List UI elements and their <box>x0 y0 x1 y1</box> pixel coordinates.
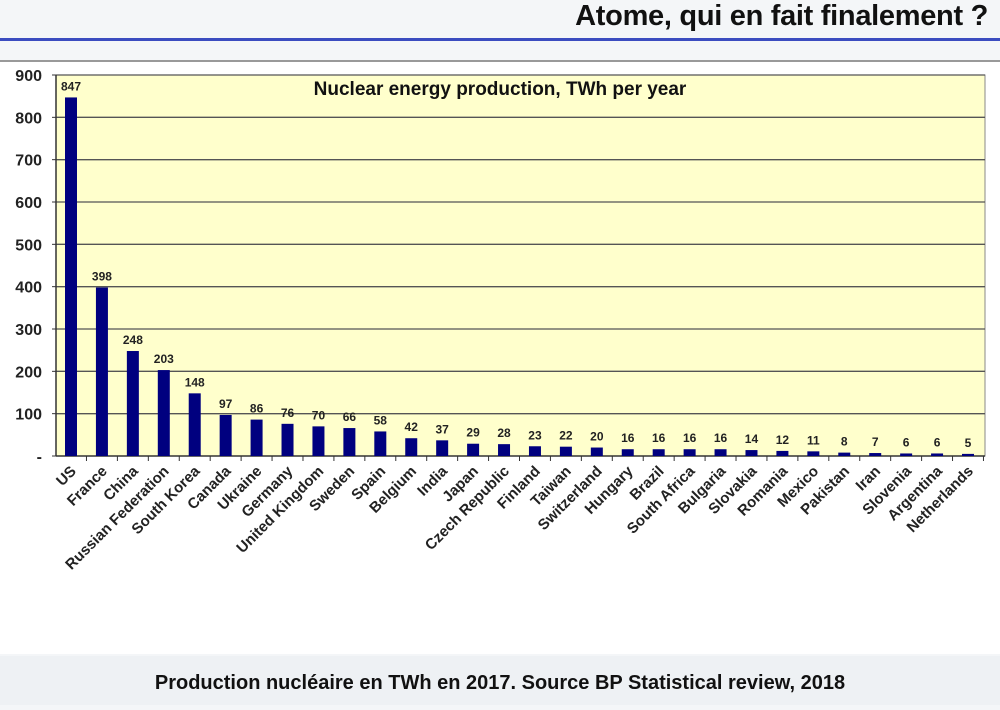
bar <box>250 419 263 456</box>
data-label: 16 <box>621 431 635 445</box>
bar <box>467 443 480 456</box>
data-label: 14 <box>745 432 759 446</box>
data-label: 12 <box>776 433 790 447</box>
bar <box>869 453 882 456</box>
y-tick-label: 700 <box>15 153 42 170</box>
chart-title: Nuclear energy production, TWh per year <box>314 79 687 100</box>
bar <box>559 446 572 456</box>
bar <box>590 447 603 456</box>
data-label: 70 <box>312 408 326 422</box>
bar <box>931 453 944 456</box>
data-label: 37 <box>435 422 449 436</box>
data-label: 86 <box>250 402 264 416</box>
bar <box>838 452 851 456</box>
data-label: 203 <box>154 352 174 366</box>
caption: Production nucléaire en TWh en 2017. Sou… <box>0 656 1000 705</box>
data-label: 6 <box>934 435 941 449</box>
bar <box>528 446 541 456</box>
bar <box>621 449 634 456</box>
bar <box>219 414 232 456</box>
data-label: 398 <box>92 270 112 284</box>
y-tick-label: 600 <box>15 195 42 212</box>
data-label: 5 <box>965 436 972 450</box>
data-label: 7 <box>872 435 879 449</box>
data-label: 847 <box>61 79 81 93</box>
data-label: 16 <box>683 431 697 445</box>
bar <box>65 97 77 456</box>
data-label: 22 <box>559 429 573 443</box>
data-label: 248 <box>123 333 143 347</box>
chart-panel: - 100 200 300 400 500 600 700 800 900 Nuclear ener… <box>0 60 1000 654</box>
data-label: 76 <box>281 406 295 420</box>
data-label: 29 <box>466 426 480 440</box>
bar <box>436 440 449 456</box>
bar <box>745 450 758 456</box>
bar <box>714 449 727 456</box>
data-label: 6 <box>903 435 910 449</box>
data-label: 42 <box>405 420 419 434</box>
bar <box>405 438 418 456</box>
bar <box>807 451 820 456</box>
page-title: Atome, qui en fait finalement ? <box>575 0 988 32</box>
bar <box>188 393 201 456</box>
plot-area <box>55 74 986 457</box>
bar-chart: - 100 200 300 400 500 600 700 800 900 Nuclear ener… <box>15 68 986 573</box>
bar <box>281 423 294 456</box>
bar <box>498 444 511 456</box>
bar <box>900 453 913 456</box>
data-label: 8 <box>841 435 848 449</box>
bar <box>374 431 387 456</box>
y-tick-label: 300 <box>15 322 42 339</box>
bar <box>312 426 325 456</box>
bar <box>157 370 170 456</box>
data-label: 66 <box>343 410 357 424</box>
bar <box>95 287 108 456</box>
data-label: 11 <box>807 433 820 447</box>
data-label: 148 <box>185 375 205 389</box>
y-tick-label: - <box>37 449 42 466</box>
bar <box>343 428 356 456</box>
data-label: 23 <box>528 428 542 442</box>
bar <box>652 449 665 456</box>
bar <box>683 449 696 456</box>
y-tick-label: 100 <box>15 407 42 424</box>
header-divider <box>0 38 1000 41</box>
y-tick-label: 800 <box>15 110 42 127</box>
y-tick-label: 400 <box>15 280 42 297</box>
data-label: 16 <box>652 431 666 445</box>
bar <box>962 453 974 456</box>
data-label: 28 <box>497 426 511 440</box>
y-tick-label: 900 <box>15 68 42 85</box>
y-tick-label: 500 <box>15 237 42 254</box>
data-label: 97 <box>219 397 233 411</box>
data-label: 20 <box>590 430 604 444</box>
bar <box>126 351 139 456</box>
y-tick-label: 200 <box>15 364 42 381</box>
data-label: 58 <box>374 413 388 427</box>
data-label: 16 <box>714 431 728 445</box>
bar <box>776 450 789 456</box>
